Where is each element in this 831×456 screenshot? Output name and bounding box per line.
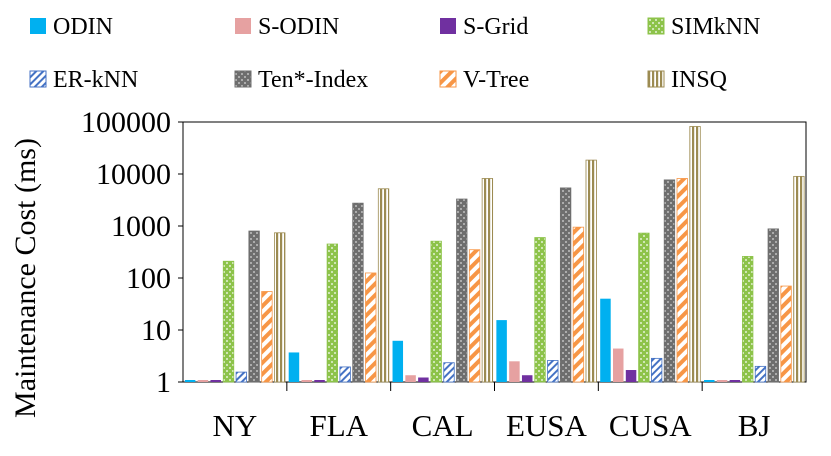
legend-label-simknn: SIMkNN <box>671 14 760 40</box>
bar-cusa-s-grid <box>625 370 637 382</box>
y-tick-label: 10000 <box>96 158 171 191</box>
legend-swatch-ten-index <box>234 70 252 88</box>
legend-swatch-s-odin <box>235 18 251 34</box>
legend-swatch-simknn <box>647 17 665 35</box>
bar-eusa-er-knn <box>547 360 559 383</box>
y-tick-label: 100 <box>126 262 171 295</box>
y-tick-label: 1 <box>156 366 171 399</box>
bar-bj-er-knn <box>754 365 767 383</box>
y-tick-label: 100000 <box>81 106 171 139</box>
bar-ny-s-grid <box>210 380 221 382</box>
bar-ny-s-odin <box>197 380 209 382</box>
bar-cusa-s-odin <box>613 348 624 382</box>
bar-ny-odin <box>184 380 196 382</box>
bar-eusa-ten-index <box>559 187 572 383</box>
bar-bj-insq <box>793 175 805 383</box>
legend-label-v-tree: V-Tree <box>463 67 529 93</box>
y-tick-label: 10 <box>141 314 171 347</box>
bar-cal-odin <box>392 340 404 382</box>
bar-eusa-insq <box>585 159 597 383</box>
legend: ODIN S-ODIN S-Grid SIMkNN ER-kNN Ten*-Index V-… <box>29 14 760 93</box>
bar-fla-ten-index <box>352 202 364 383</box>
bar-fla-insq <box>377 188 390 383</box>
bar-bj-s-grid <box>729 380 741 382</box>
bar-eusa-v-tree <box>572 226 585 383</box>
bar-fla-er-knn <box>339 366 351 383</box>
bar-cusa-ten-index <box>663 179 676 383</box>
y-tick-label: 1000 <box>111 210 171 243</box>
bar-bj-ten-index <box>767 228 779 383</box>
bar-eusa-s-grid <box>521 375 533 382</box>
x-tick-label-ny: NY <box>213 408 258 443</box>
legend-swatch-er-knn <box>29 70 47 88</box>
x-tick-label-cusa: CUSA <box>609 408 692 443</box>
x-tick-label-bj: BJ <box>738 408 771 443</box>
bar-cusa-insq <box>689 126 701 383</box>
bar-cusa-simknn <box>638 232 650 383</box>
x-tick-label-fla: FLA <box>309 408 368 443</box>
bar-cal-s-odin <box>405 375 416 382</box>
bar-cal-ten-index <box>456 198 468 383</box>
legend-swatch-odin <box>30 18 46 34</box>
bar-cal-s-grid <box>418 377 429 382</box>
legend-swatch-insq <box>647 70 665 88</box>
bar-fla-s-grid <box>314 380 325 382</box>
bar-ny-v-tree <box>261 291 273 383</box>
bar-bj-v-tree <box>780 285 792 383</box>
legend-label-ten-index: Ten*-Index <box>258 67 368 93</box>
bar-eusa-s-odin <box>509 361 520 382</box>
x-tick-label-eusa: EUSA <box>506 408 588 443</box>
bar-ny-simknn <box>222 260 235 383</box>
bar-fla-odin <box>288 352 300 382</box>
bar-bj-odin <box>704 380 715 382</box>
legend-label-s-odin: S-ODIN <box>258 14 339 40</box>
bar-cal-v-tree <box>468 249 481 383</box>
bar-bj-simknn <box>742 256 754 383</box>
bar-cal-simknn <box>430 240 442 383</box>
bar-fla-simknn <box>326 243 339 383</box>
bar-cusa-odin <box>600 298 611 382</box>
bar-cal-insq <box>481 178 494 383</box>
bar-ny-er-knn <box>235 371 247 383</box>
bar-cal-er-knn <box>443 362 455 383</box>
bar-fla-s-odin <box>301 380 312 382</box>
bar-cusa-er-knn <box>651 357 663 383</box>
legend-label-odin: ODIN <box>53 14 113 40</box>
legend-swatch-v-tree <box>439 70 457 88</box>
legend-label-er-knn: ER-kNN <box>53 67 138 93</box>
bar-eusa-odin <box>496 320 507 382</box>
legend-label-insq: INSQ <box>671 67 727 93</box>
legend-label-s-grid: S-Grid <box>463 14 528 40</box>
bar-bj-s-odin <box>716 380 728 382</box>
legend-swatch-s-grid <box>440 18 456 34</box>
bar-ny-ten-index <box>248 230 260 383</box>
bars <box>184 126 805 383</box>
y-axis-label: Maintenance Cost (ms) <box>9 138 42 418</box>
axes: 1 10 100 1000 10000 100000 NY FLA CAL EUSA CUSA BJ <box>81 106 770 443</box>
bar-cusa-v-tree <box>676 178 688 383</box>
bar-fla-v-tree <box>365 272 377 383</box>
bar-eusa-simknn <box>534 237 546 383</box>
x-tick-label-cal: CAL <box>412 408 474 443</box>
bar-ny-insq <box>274 232 286 383</box>
